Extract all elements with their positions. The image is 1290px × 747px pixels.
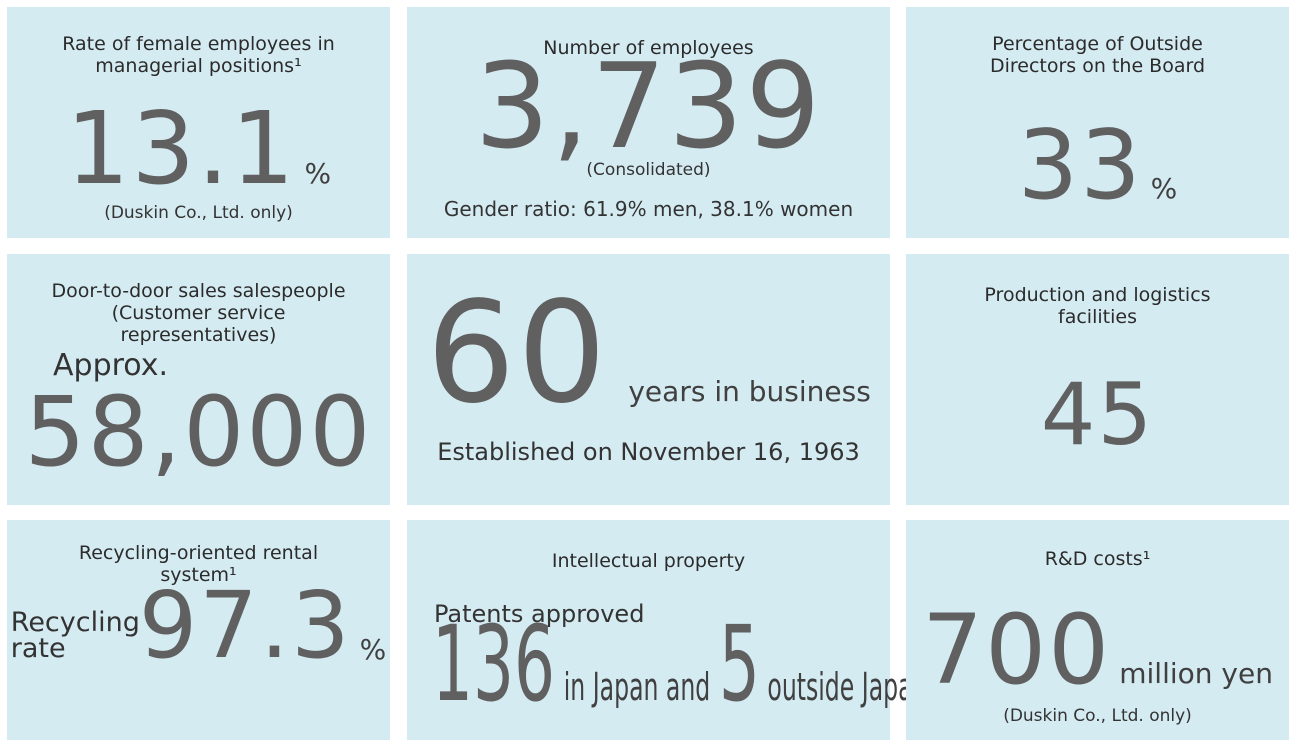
- tile: Number of employees 3,739 (Consolidated)…: [407, 7, 890, 238]
- value: 3,739: [474, 37, 823, 175]
- unit: years in business: [628, 375, 871, 408]
- value: 97.3: [138, 572, 352, 679]
- value: 60: [426, 272, 609, 435]
- value-row: 45: [906, 372, 1289, 458]
- value-row: 13.1 %: [7, 99, 390, 199]
- value-row: 33 %: [906, 119, 1289, 214]
- value: 58,000: [24, 376, 373, 488]
- unit: %: [1150, 172, 1178, 205]
- value-row: 3,739: [407, 47, 890, 165]
- note: (Duskin Co., Ltd. only): [104, 203, 293, 223]
- value: 700: [922, 594, 1112, 706]
- value-row: 700 million yen: [906, 602, 1289, 698]
- tile: R&D costs¹ 700 million yen (Duskin Co., …: [906, 520, 1289, 740]
- tile: Intellectual property Patents approved 1…: [407, 520, 927, 740]
- tile-title: Intellectual property: [551, 550, 746, 572]
- tile-title: Rate of female employees in managerial p…: [62, 33, 335, 77]
- tile: Rate of female employees in managerial p…: [7, 7, 390, 238]
- prefix: Approx.: [53, 348, 169, 383]
- detail: Gender ratio: 61.9% men, 38.1% women: [443, 197, 854, 221]
- tile-title: Door-to-door sales salespeople (Customer…: [51, 280, 346, 346]
- value: 33: [1017, 111, 1143, 221]
- value: 13.1: [65, 90, 297, 207]
- unit: in Japan and: [563, 665, 711, 709]
- prefix: Recycling rate: [10, 607, 140, 664]
- prefix: Patents approved: [434, 600, 645, 628]
- value-row: 60 years in business: [407, 284, 890, 424]
- value-row: Recycling rate 97.3 %: [7, 580, 390, 672]
- tile-title: Recycling-oriented rental system¹: [78, 542, 319, 586]
- note: (Duskin Co., Ltd. only): [1003, 706, 1192, 726]
- value: 136: [432, 603, 556, 725]
- tile-title: R&D costs¹: [1044, 548, 1151, 570]
- tile: Production and logistics facilities 45: [906, 254, 1289, 505]
- tile-title: Percentage of Outside Directors on the B…: [989, 33, 1206, 77]
- value: 5: [718, 603, 760, 725]
- unit: %: [359, 633, 387, 666]
- value: 45: [1040, 365, 1155, 465]
- tile-title: Production and logistics facilities: [984, 284, 1211, 328]
- unit: million yen: [1119, 657, 1273, 690]
- tile: Recycling-oriented rental system¹ Recycl…: [7, 520, 390, 740]
- note: (Consolidated): [586, 160, 711, 180]
- tile-title: Number of employees: [543, 37, 754, 59]
- unit: %: [304, 157, 332, 190]
- tile: Door-to-door sales salespeople (Customer…: [7, 254, 390, 505]
- value-row: 136 in Japan and 5 outside Japan: [432, 603, 927, 725]
- note: Established on November 16, 1963: [437, 438, 860, 466]
- value-row: 58,000: [7, 384, 390, 480]
- tile: Percentage of Outside Directors on the B…: [906, 7, 1289, 238]
- tile: 60 years in business Established on Nove…: [407, 254, 890, 505]
- unit: outside Japan: [767, 665, 928, 709]
